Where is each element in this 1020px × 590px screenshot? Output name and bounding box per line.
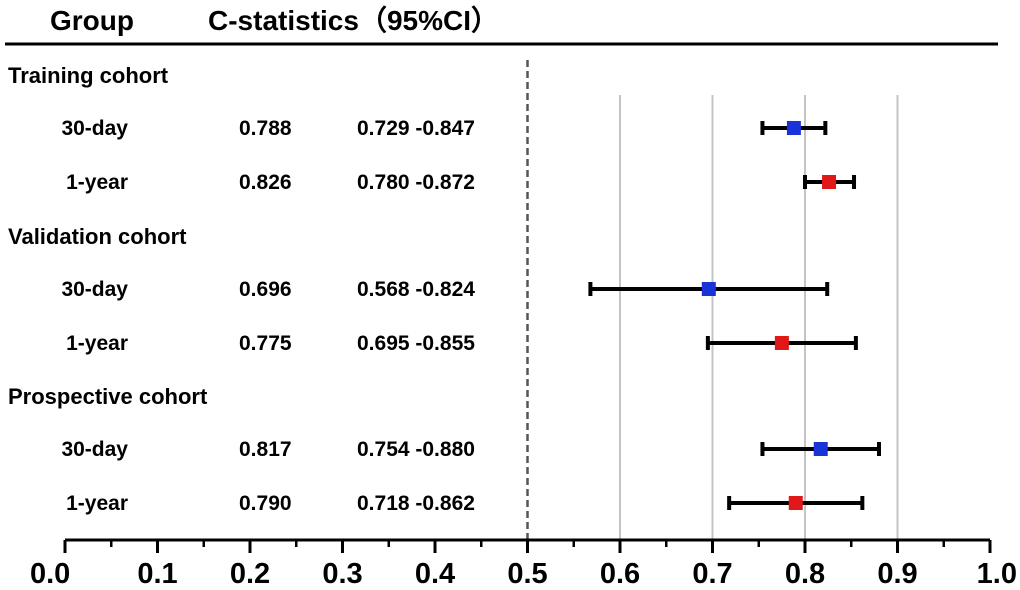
c-statistic-value: 0.696 xyxy=(239,278,292,301)
row-label: 1-year xyxy=(66,332,128,355)
x-tick-label: 0.9 xyxy=(877,558,917,590)
point-estimate xyxy=(786,121,801,135)
c-statistics-header: C-statistics（95%CI） xyxy=(208,4,499,36)
row-label: 30-day xyxy=(61,278,128,301)
confidence-interval: 0.718 -0.862 xyxy=(357,492,475,515)
confidence-interval: 0.780 -0.872 xyxy=(357,171,475,194)
c-statistic-value: 0.788 xyxy=(239,117,292,140)
gridlines xyxy=(526,60,899,540)
confidence-interval: 0.695 -0.855 xyxy=(357,332,475,355)
group-label: Validation cohort xyxy=(8,224,187,249)
group-label: Prospective cohort xyxy=(8,384,208,409)
group-label: Training cohort xyxy=(8,63,169,88)
x-tick-label: 0.8 xyxy=(785,558,825,590)
row-label: 1-year xyxy=(66,171,128,194)
point-estimate xyxy=(813,442,828,456)
x-axis: 0.0 0.1 0.2 0.3 0.4 0.5 0.6 0.7 0.8 0.9 1.0 xyxy=(30,538,1017,590)
x-tick-label: 0.4 xyxy=(415,558,455,590)
c-statistic-value: 0.817 xyxy=(239,438,292,461)
group-header: Group xyxy=(50,5,134,36)
point-estimate xyxy=(788,496,803,510)
x-tick-label: 0.2 xyxy=(230,558,270,590)
x-tick-label: 0.3 xyxy=(322,558,362,590)
c-statistic-value: 0.775 xyxy=(239,332,292,355)
c-statistic-value: 0.826 xyxy=(239,171,292,194)
confidence-interval: 0.754 -0.880 xyxy=(357,438,475,461)
x-tick-label: 0.5 xyxy=(507,558,547,590)
row-label: 1-year xyxy=(66,492,128,515)
point-estimate xyxy=(701,282,716,296)
c-statistic-value: 0.790 xyxy=(239,492,292,515)
row-label: 30-day xyxy=(61,117,128,140)
confidence-interval: 0.729 -0.847 xyxy=(357,117,475,140)
x-tick-label: 0.0 xyxy=(30,558,70,590)
point-estimate xyxy=(822,175,837,189)
x-tick-label: 0.7 xyxy=(692,558,732,590)
x-tick-label: 1.0 xyxy=(977,558,1017,590)
confidence-interval: 0.568 -0.824 xyxy=(357,278,475,301)
x-tick-label: 0.1 xyxy=(137,558,177,590)
cohort-rows: Training cohort 30-day 0.788 0.729 -0.847 1-… xyxy=(8,63,881,515)
point-estimate xyxy=(774,336,789,350)
row-label: 30-day xyxy=(61,438,128,461)
x-tick-label: 0.6 xyxy=(600,558,640,590)
